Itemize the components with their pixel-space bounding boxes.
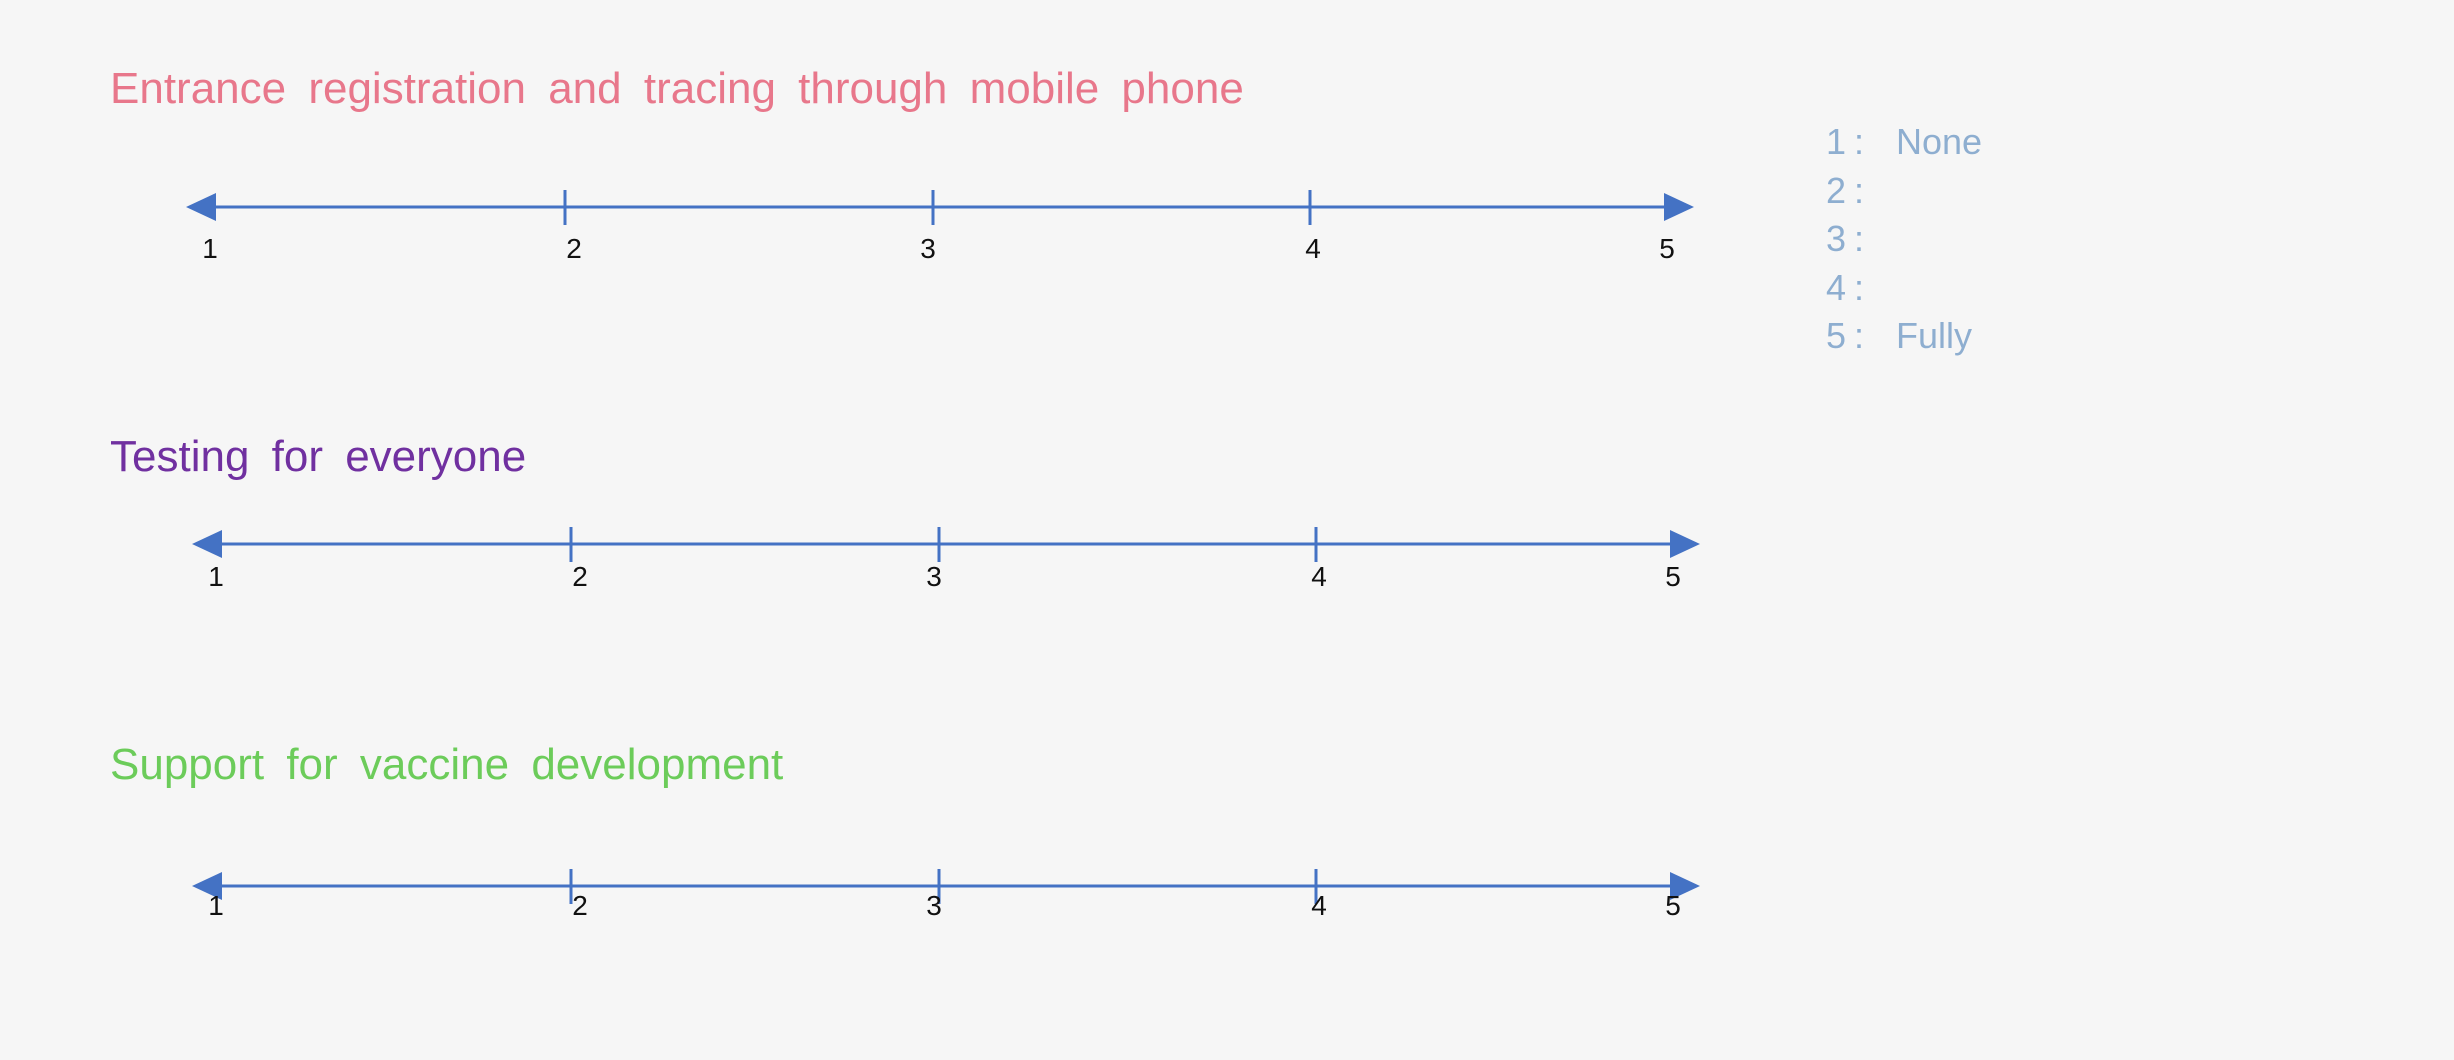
tick-label-1: 1 [208, 561, 224, 592]
left-arrowhead [186, 193, 216, 221]
legend-key: 1 [1826, 121, 1847, 162]
scale-title-testing: Testing for everyone [110, 432, 527, 481]
scale-title-vaccine: Support for vaccine development [110, 740, 784, 789]
legend-key: 5 [1826, 315, 1847, 356]
tick-label-4: 4 [1311, 561, 1327, 592]
legend-separator: : [1854, 315, 1865, 356]
left-arrowhead [192, 872, 222, 900]
tick-label-2: 2 [572, 890, 588, 921]
scale-title-mobile-tracing: Entrance registration and tracing throug… [110, 64, 1244, 113]
legend-separator: : [1854, 266, 1865, 308]
tick-label-5: 5 [1665, 561, 1681, 592]
right-arrowhead [1670, 530, 1700, 558]
scale-axis-2: 1 2 3 4 5 [192, 527, 1700, 592]
legend-separator: : [1854, 169, 1865, 211]
tick-label-2: 2 [566, 233, 582, 264]
left-arrowhead [192, 530, 222, 558]
legend-item: 2 : [1826, 167, 1982, 216]
tick-label-5: 5 [1665, 890, 1681, 921]
tick-label-2: 2 [572, 561, 588, 592]
tick-label-3: 3 [926, 890, 942, 921]
legend-separator: : [1854, 121, 1865, 162]
legend-separator: : [1854, 218, 1865, 259]
legend-label: Fully [1896, 315, 1973, 356]
scale-axis-3: 1 2 3 4 5 [192, 869, 1700, 921]
tick-label-1: 1 [202, 233, 218, 264]
legend-key: 4 [1826, 266, 1847, 308]
tick-label-5: 5 [1659, 233, 1675, 264]
legend-item: 4 : [1826, 264, 1982, 313]
scale-axis-1: 1 2 3 4 5 [186, 190, 1694, 264]
legend-item: 3 : [1826, 215, 1982, 264]
tick-label-4: 4 [1305, 233, 1321, 264]
legend-label: None [1896, 121, 1983, 162]
scale-legend: 1 : None 2 : 3 : 4 : 5 : Fully [1826, 118, 1982, 361]
tick-label-4: 4 [1311, 890, 1327, 921]
legend-key: 3 [1826, 218, 1847, 259]
right-arrowhead [1670, 872, 1700, 900]
tick-label-3: 3 [920, 233, 936, 264]
legend-item: 5 : Fully [1826, 312, 1982, 361]
tick-label-3: 3 [926, 561, 942, 592]
legend-key: 2 [1826, 169, 1847, 211]
tick-label-1: 1 [208, 890, 224, 921]
right-arrowhead [1664, 193, 1694, 221]
legend-item: 1 : None [1826, 118, 1982, 167]
